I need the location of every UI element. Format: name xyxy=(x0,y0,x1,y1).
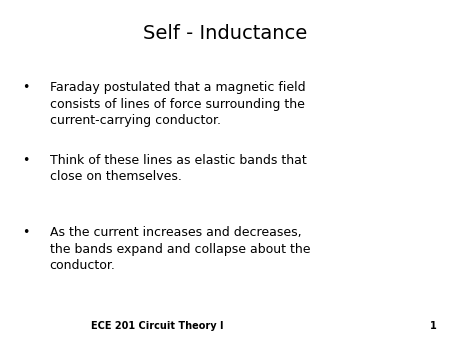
Text: •: • xyxy=(22,81,30,94)
Text: Faraday postulated that a magnetic field
consists of lines of force surrounding : Faraday postulated that a magnetic field… xyxy=(50,81,305,127)
Text: •: • xyxy=(22,154,30,167)
Text: Self - Inductance: Self - Inductance xyxy=(143,24,307,43)
Text: 1: 1 xyxy=(430,321,436,331)
Text: Think of these lines as elastic bands that
close on themselves.: Think of these lines as elastic bands th… xyxy=(50,154,306,183)
Text: As the current increases and decreases,
the bands expand and collapse about the
: As the current increases and decreases, … xyxy=(50,226,310,272)
Text: ECE 201 Circuit Theory I: ECE 201 Circuit Theory I xyxy=(91,321,224,331)
Text: •: • xyxy=(22,226,30,239)
